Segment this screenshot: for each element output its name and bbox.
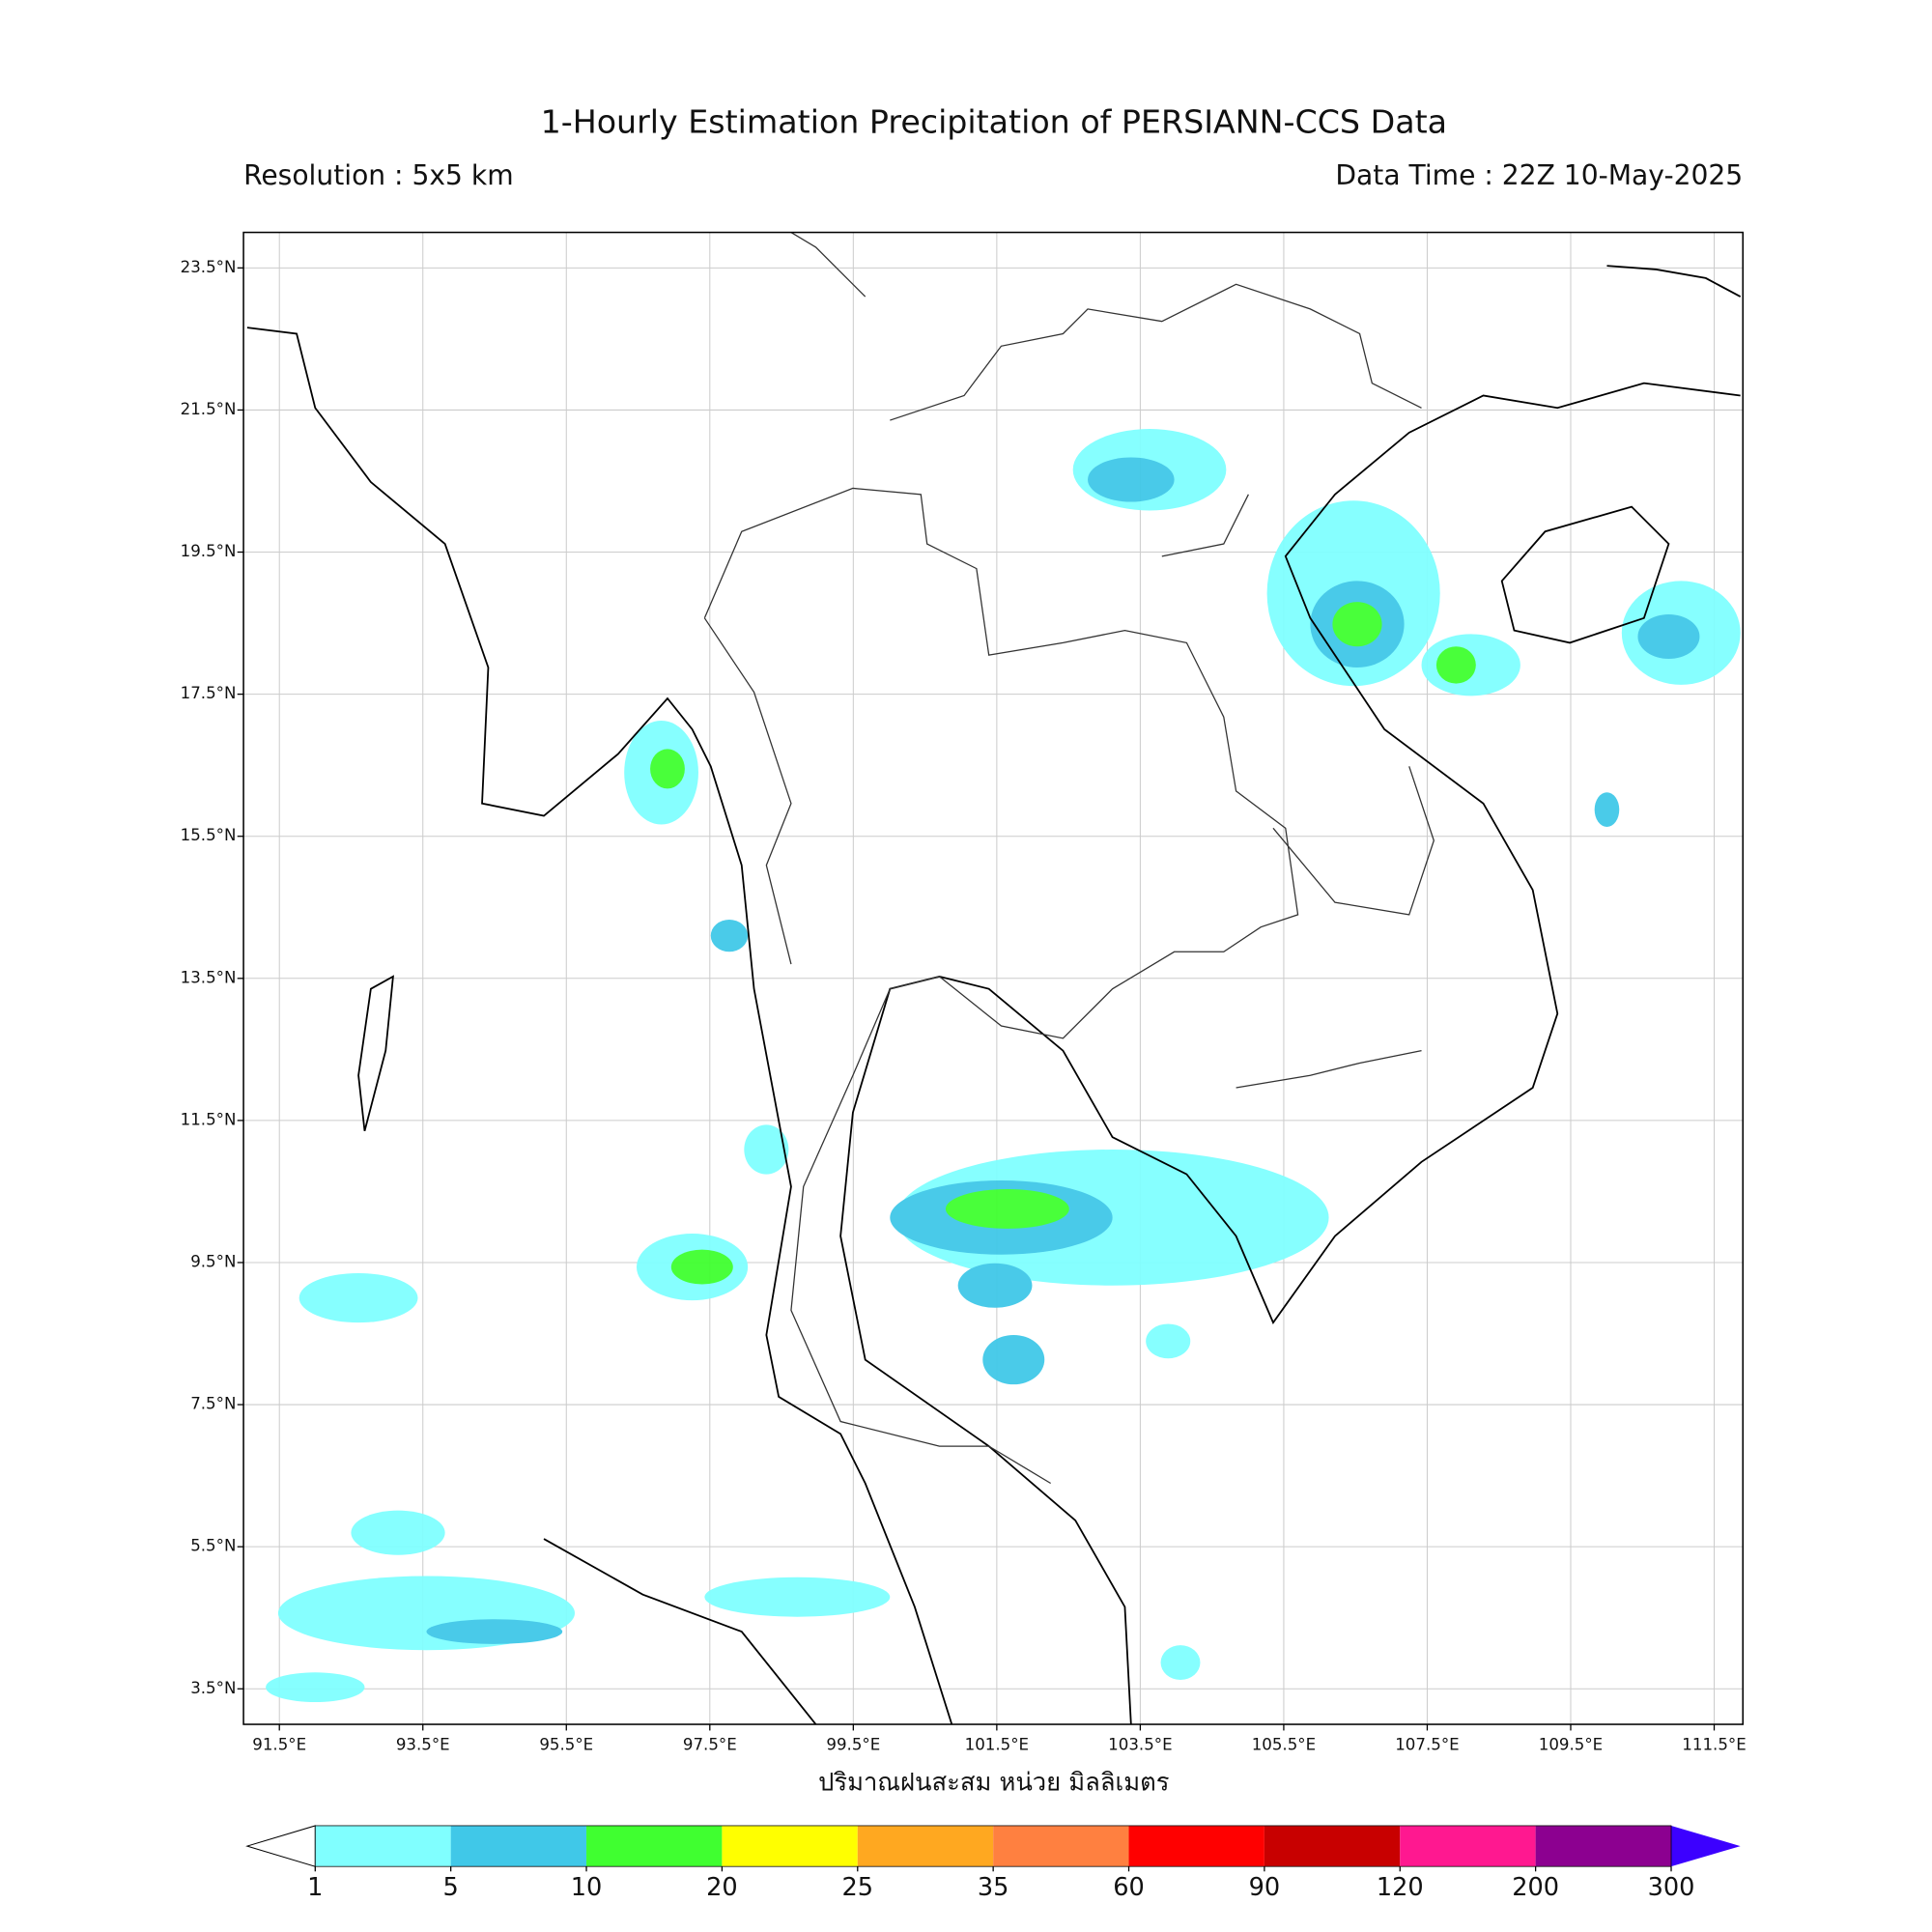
colorbar-tick-label: 200 [1512, 1873, 1559, 1902]
grid [243, 232, 1744, 1725]
y-tick-label: 17.5°N [181, 684, 237, 702]
axes: 91.5°E 93.5°E 95.5°E 97.5°E 99.5°E 101.5°E 103… [181, 258, 1747, 1753]
rain-area [1594, 792, 1620, 828]
y-tick-label: 23.5°N [181, 258, 237, 276]
colorbar-tick-label: 25 [841, 1873, 873, 1902]
y-tick-label: 3.5°N [190, 1679, 236, 1697]
colorbar-tick-label: 1 [307, 1873, 323, 1902]
rain-area [266, 1672, 365, 1702]
y-tick-label: 21.5°N [181, 400, 237, 418]
y-tick-label: 11.5°N [181, 1110, 237, 1128]
colorbar-segment [1400, 1825, 1536, 1867]
rain-area [1146, 1323, 1191, 1359]
x-tick-label: 105.5°E [1252, 1735, 1316, 1753]
coastlines [246, 265, 1742, 1725]
x-tick-label: 99.5°E [826, 1735, 880, 1753]
rain-area [744, 1124, 789, 1175]
rain-area [650, 749, 685, 789]
rain-area [1637, 613, 1700, 660]
rain-area [351, 1510, 445, 1555]
x-tick-label: 107.5°E [1395, 1735, 1459, 1753]
rain-area [957, 1263, 1033, 1308]
x-tick-label: 103.5°E [1108, 1735, 1172, 1753]
colorbar-segment [1128, 1825, 1264, 1867]
colorbar-under [245, 1825, 316, 1867]
coastline [543, 1538, 817, 1725]
y-tick-label: 15.5°N [181, 826, 237, 844]
colorbar-segment [1535, 1825, 1672, 1867]
coastline [839, 382, 1741, 1725]
rain-area [1160, 1645, 1201, 1680]
y-tick-label: 13.5°N [181, 968, 237, 986]
x-tick-label: 111.5°E [1682, 1735, 1746, 1753]
rain-area [298, 1272, 418, 1323]
rain-area [710, 920, 749, 952]
colorbar-segment [722, 1825, 858, 1867]
x-tick-label: 91.5°E [252, 1735, 306, 1753]
resolution: Resolution : 5x5 km [243, 159, 514, 191]
colorbar-tick-label: 10 [571, 1873, 603, 1902]
colorbar-tick-label: 120 [1377, 1873, 1424, 1902]
rain-field [266, 429, 1741, 1702]
x-tick-label: 93.5°E [396, 1735, 450, 1753]
colorbar-segment [1264, 1825, 1401, 1867]
rain-area [945, 1188, 1069, 1229]
colorbar-tick-label: 90 [1249, 1873, 1281, 1902]
island [1500, 505, 1670, 644]
x-tick-label: 101.5°E [965, 1735, 1029, 1753]
rain-area [982, 1334, 1045, 1385]
colorbar-segment [586, 1825, 723, 1867]
title: 1-Hourly Estimation Precipitation of PER… [541, 102, 1447, 140]
coastline [246, 327, 953, 1725]
colorbar-tick-label: 20 [706, 1873, 738, 1902]
rain-area [1088, 457, 1175, 502]
data-time: Data Time : 22Z 10-May-2025 [1335, 159, 1743, 191]
x-tick-label: 109.5°E [1539, 1735, 1603, 1753]
y-tick-label: 19.5°N [181, 542, 237, 560]
rain-area [1435, 646, 1476, 684]
borders [703, 232, 1435, 1485]
rain-area [426, 1619, 563, 1644]
colorbar-tick-label: 300 [1648, 1873, 1695, 1902]
country-border [790, 232, 1435, 1089]
colorbar-tick-label: 35 [978, 1873, 1009, 1902]
island [357, 975, 394, 1132]
thailand-border [703, 487, 1299, 1485]
rain-area [704, 1577, 891, 1617]
rain-area [1332, 602, 1382, 647]
colorbar-over [1671, 1825, 1741, 1867]
colorbar: 1 5 10 20 25 35 60 90 120 200 300 [245, 1825, 1741, 1902]
y-tick-label: 5.5°N [190, 1537, 236, 1555]
x-axis-label: ปริมาณฝนสะสม หน่วย มิลลิเมตร [818, 1768, 1169, 1797]
colorbar-segment [315, 1825, 451, 1867]
colorbar-tick-label: 5 [443, 1873, 459, 1902]
colorbar-segment [993, 1825, 1129, 1867]
coastline [1606, 265, 1742, 298]
x-tick-label: 97.5°E [683, 1735, 737, 1753]
colorbar-segment [857, 1825, 994, 1867]
colorbar-segment [450, 1825, 587, 1867]
colorbar-tick-label: 60 [1113, 1873, 1145, 1902]
x-tick-label: 95.5°E [539, 1735, 593, 1753]
y-tick-label: 9.5°N [190, 1252, 236, 1270]
rain-area [670, 1249, 733, 1285]
y-tick-label: 7.5°N [190, 1395, 236, 1413]
